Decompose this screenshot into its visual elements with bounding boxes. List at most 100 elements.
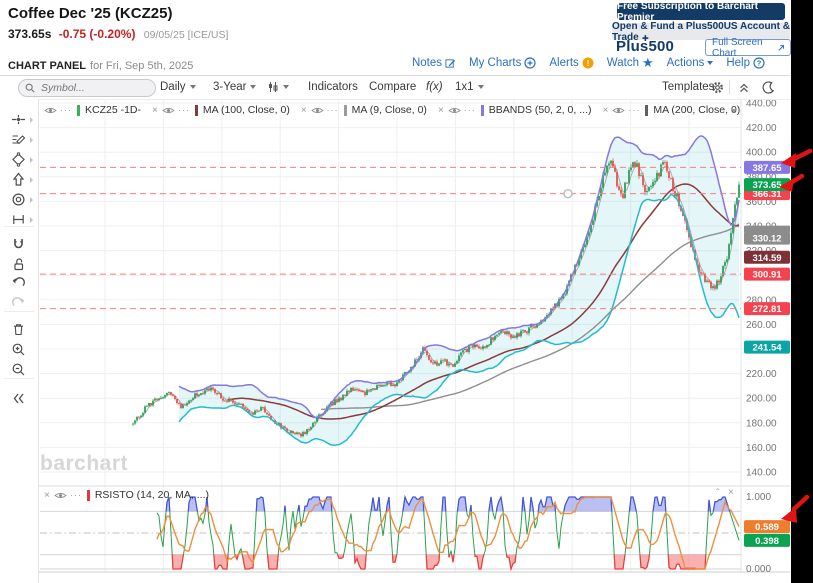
help-link[interactable]: Help ? bbox=[726, 57, 765, 69]
rsisto-signal-line bbox=[156, 496, 740, 570]
symbol-search[interactable] bbox=[18, 79, 156, 97]
compare-button[interactable]: Compare bbox=[369, 81, 417, 93]
indicators-button[interactable]: Indicators bbox=[308, 81, 358, 93]
eye-icon[interactable] bbox=[612, 106, 625, 115]
legend-item[interactable]: × ··· MA (200, Close, 0) bbox=[602, 104, 740, 116]
eye-icon[interactable] bbox=[54, 491, 67, 500]
study-menu-icon[interactable]: ··· bbox=[177, 105, 190, 115]
target-icon[interactable] bbox=[11, 192, 27, 208]
cursor-icon[interactable] bbox=[11, 112, 27, 128]
study-swatch bbox=[343, 104, 347, 116]
redo-icon[interactable] bbox=[11, 297, 27, 313]
collapse-toolbar-button[interactable] bbox=[738, 81, 750, 93]
study-menu-icon[interactable]: ··· bbox=[326, 105, 339, 115]
svg-text:340.00: 340.00 bbox=[746, 222, 777, 233]
plus500-star-icon: ✚ bbox=[642, 34, 649, 43]
legend-item[interactable]: × ··· RSISTO (14, 20, MA, ...) bbox=[44, 489, 209, 501]
last-price: 373.65s bbox=[8, 27, 52, 41]
plus500-promo-button[interactable]: Open & Fund a Plus500US Account & Trade bbox=[612, 20, 790, 43]
svg-text:400.00: 400.00 bbox=[746, 148, 777, 159]
svg-text:!: ! bbox=[586, 58, 589, 68]
actions-link[interactable]: Actions bbox=[667, 57, 714, 69]
zoom-out-icon[interactable] bbox=[11, 362, 27, 378]
eye-icon[interactable] bbox=[311, 106, 324, 115]
study-menu-icon[interactable]: ··· bbox=[463, 105, 476, 115]
eye-icon[interactable] bbox=[162, 106, 175, 115]
trash-icon[interactable] bbox=[11, 322, 27, 338]
symbol-input[interactable] bbox=[39, 81, 143, 95]
panel-collapse-caret[interactable] bbox=[731, 105, 737, 115]
indicator-expand-icon[interactable]: ˆ bbox=[716, 488, 720, 499]
tool-expand-chevron[interactable] bbox=[30, 197, 33, 203]
tool-expand-chevron[interactable] bbox=[30, 177, 33, 183]
svg-text:300.91: 300.91 bbox=[752, 270, 782, 281]
study-menu-icon[interactable]: ··· bbox=[628, 105, 641, 115]
full-screen-chart-button[interactable]: Full Screen Chart bbox=[705, 37, 791, 59]
chart-panel-date: for Fri, Sep 5th, 2025 bbox=[90, 60, 194, 72]
fx-button[interactable]: f(x) bbox=[426, 81, 443, 93]
templates-button[interactable]: Templates bbox=[662, 81, 715, 93]
legend-item[interactable]: × ··· MA (9, Close, 0) bbox=[301, 104, 427, 116]
remove-study-icon[interactable]: × bbox=[300, 104, 307, 116]
trendline-icon[interactable] bbox=[11, 132, 27, 148]
quote-meta: 09/05/25 [ICE/US] bbox=[143, 29, 229, 41]
svg-text:314.59: 314.59 bbox=[752, 253, 781, 264]
range-dropdown[interactable]: 3-Year bbox=[213, 81, 257, 93]
zoom-in-icon[interactable] bbox=[11, 342, 27, 358]
study-label: BBANDS (50, 2, 0, ...) bbox=[488, 104, 592, 116]
remove-study-icon[interactable]: × bbox=[602, 104, 609, 116]
remove-study-icon[interactable]: × bbox=[437, 104, 444, 116]
svg-text:300.00: 300.00 bbox=[746, 271, 777, 282]
legend-item[interactable]: ··· KCZ25 -1D- bbox=[44, 104, 141, 116]
settings-button[interactable] bbox=[711, 81, 724, 94]
indicator-close-icon[interactable]: × bbox=[728, 487, 734, 498]
svg-text:?: ? bbox=[757, 59, 762, 68]
remove-study-icon[interactable]: × bbox=[44, 489, 50, 501]
tool-expand-chevron[interactable] bbox=[30, 217, 33, 223]
svg-text:160.00: 160.00 bbox=[746, 443, 777, 454]
eye-icon[interactable] bbox=[448, 106, 461, 115]
tool-expand-chevron[interactable] bbox=[30, 137, 33, 143]
price-badge-clipped bbox=[744, 225, 790, 233]
remove-study-icon[interactable]: × bbox=[152, 104, 158, 116]
chart-type-dropdown[interactable] bbox=[267, 81, 289, 93]
svg-text:420.00: 420.00 bbox=[746, 123, 777, 134]
interval-dropdown[interactable]: Daily bbox=[160, 81, 196, 93]
tool-expand-chevron[interactable] bbox=[30, 157, 33, 163]
barchart-watermark: barchart bbox=[40, 452, 129, 475]
measure-icon[interactable] bbox=[11, 212, 27, 228]
magnet-icon[interactable] bbox=[11, 237, 27, 253]
rail-separator bbox=[4, 311, 34, 312]
collapse-icon[interactable] bbox=[11, 391, 27, 407]
caret-down-icon bbox=[707, 61, 714, 65]
watch-link[interactable]: Watch ★ bbox=[606, 55, 654, 70]
star-icon: ★ bbox=[641, 55, 654, 70]
alerts-link[interactable]: Alerts ! bbox=[549, 57, 594, 69]
chart-toolbar: Daily 3-Year Indicators Compare f(x) 1x1… bbox=[0, 76, 791, 100]
svg-text:366.31: 366.31 bbox=[752, 189, 782, 200]
dark-mode-button[interactable] bbox=[762, 81, 775, 94]
premier-promo-button[interactable]: Free Subscription to Barchart Premier bbox=[617, 1, 785, 23]
study-menu-icon[interactable]: ··· bbox=[69, 490, 82, 500]
page-title: Coffee Dec '25 (KCZ25) bbox=[8, 5, 173, 22]
alert-bang-icon: ! bbox=[582, 57, 594, 69]
header-divider bbox=[0, 75, 791, 76]
tool-expand-chevron[interactable] bbox=[30, 117, 33, 123]
study-menu-icon[interactable]: ··· bbox=[60, 105, 72, 115]
study-label: MA (200, Close, 0) bbox=[653, 104, 741, 116]
unlock-icon[interactable] bbox=[11, 257, 27, 273]
chart-panel-label: CHART PANEL bbox=[8, 60, 87, 72]
svg-text:280.00: 280.00 bbox=[746, 295, 777, 306]
shapes-icon[interactable] bbox=[11, 152, 27, 168]
undo-icon[interactable] bbox=[11, 277, 27, 293]
legend-item[interactable]: × ··· MA (100, Close, 0) bbox=[152, 104, 290, 116]
arrow-up-icon[interactable] bbox=[11, 172, 27, 188]
legend-item[interactable]: × ··· BBANDS (50, 2, 0, ...) bbox=[438, 104, 592, 116]
chevrons-up-icon bbox=[740, 83, 748, 93]
notes-link[interactable]: Notes bbox=[412, 57, 456, 69]
indicator-legend-row: × ··· RSISTO (14, 20, MA, ...) bbox=[44, 489, 209, 501]
eye-icon[interactable] bbox=[44, 106, 57, 115]
my-charts-link[interactable]: My Charts bbox=[469, 57, 536, 69]
grid-layout-dropdown[interactable]: 1x1 bbox=[455, 81, 484, 93]
